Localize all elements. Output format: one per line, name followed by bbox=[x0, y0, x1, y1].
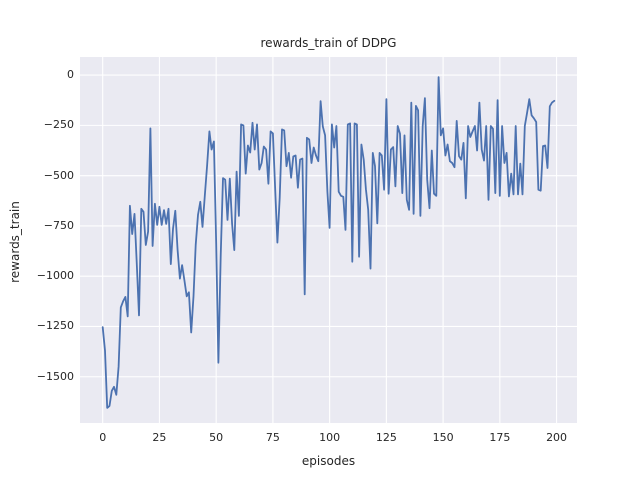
x-tick-label: 50 bbox=[209, 431, 224, 444]
y-tick-label: −250 bbox=[43, 118, 74, 132]
chart-title: rewards_train of DDPG bbox=[260, 36, 397, 50]
y-tick-label: −1000 bbox=[36, 269, 74, 283]
x-tick-label: 25 bbox=[152, 431, 167, 444]
y-tick-label: −500 bbox=[43, 168, 74, 182]
x-tick-label: 75 bbox=[265, 431, 280, 444]
x-tick-label: 200 bbox=[546, 431, 568, 444]
x-tick-label: 100 bbox=[319, 431, 341, 444]
reward-line bbox=[101, 76, 556, 409]
y-tick-label: −1250 bbox=[36, 319, 74, 333]
axes-background bbox=[80, 57, 577, 423]
y-tick-label: 0 bbox=[67, 68, 74, 82]
x-axis-label: episodes bbox=[301, 454, 356, 468]
y-tick-label: −750 bbox=[43, 218, 74, 232]
x-tick-label: 125 bbox=[375, 431, 397, 444]
x-tick-label: 175 bbox=[489, 431, 511, 444]
x-tick-label: 150 bbox=[432, 431, 454, 444]
x-tick-label: 0 bbox=[99, 431, 107, 444]
y-tick-label: −1500 bbox=[36, 369, 74, 383]
